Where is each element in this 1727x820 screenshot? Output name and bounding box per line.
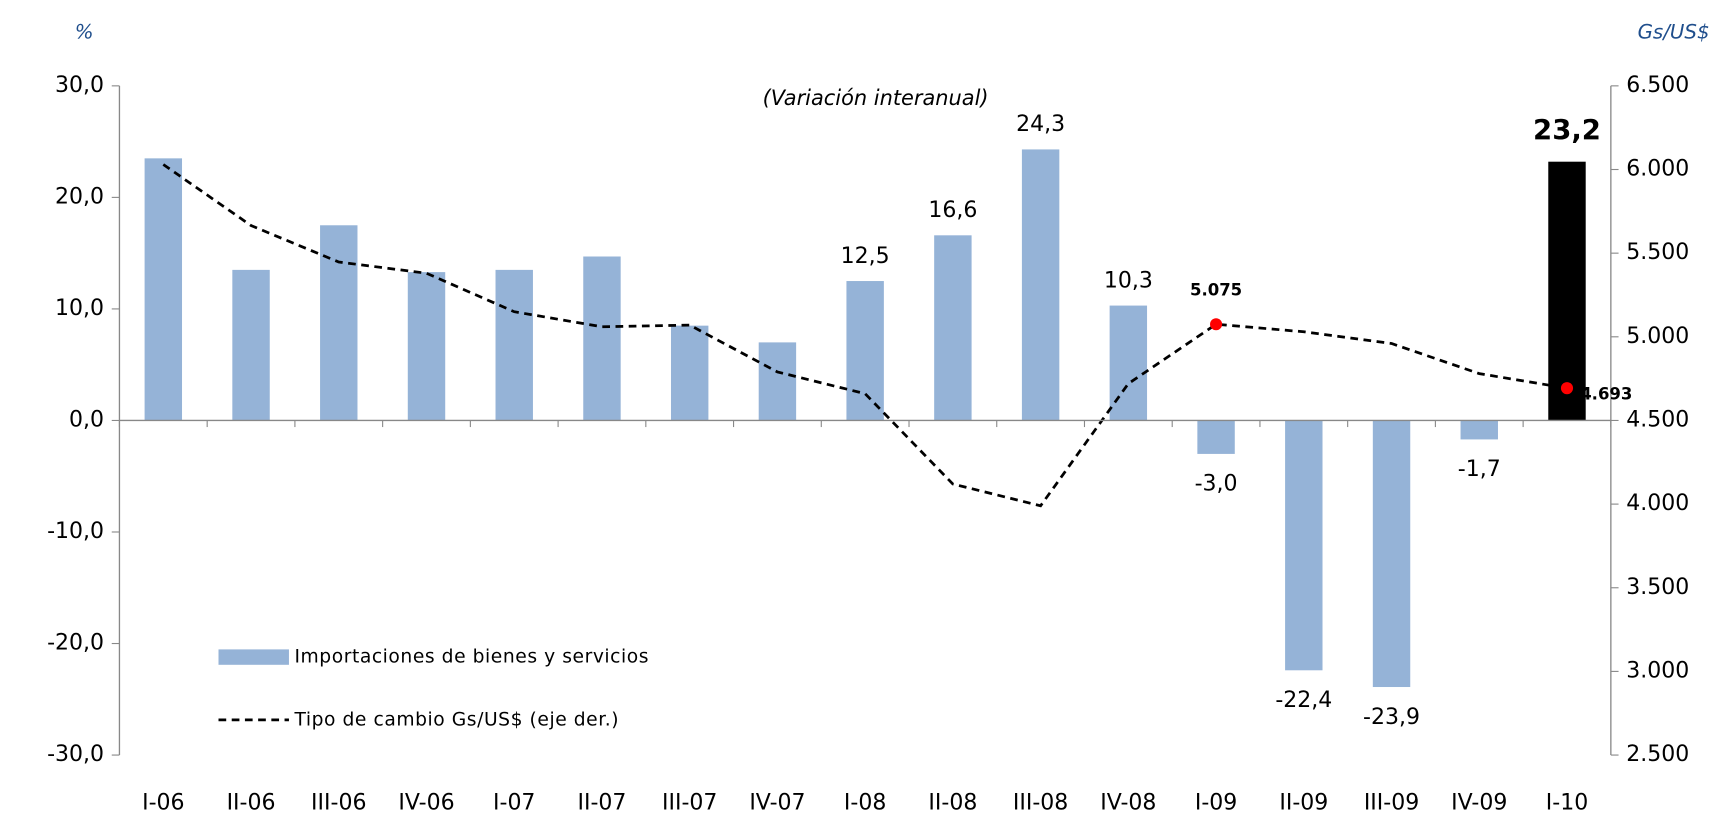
- data-label: -3,0: [1195, 472, 1238, 497]
- bar: [144, 158, 183, 421]
- y2-tick-label: 2.500: [1626, 742, 1689, 767]
- y-tick-label: -10,0: [47, 519, 104, 544]
- subtitle: (Variación interanual): [763, 86, 989, 110]
- bar: [1372, 420, 1411, 688]
- y2-axis-label: Gs/US$: [1638, 21, 1710, 44]
- data-label: -1,7: [1458, 457, 1501, 482]
- bar: [670, 325, 709, 421]
- y2-tick-label: 5.000: [1626, 324, 1689, 349]
- bar: [1021, 149, 1060, 421]
- x-tick-label: IV-08: [1100, 790, 1156, 815]
- x-tick-label: IV-09: [1451, 790, 1507, 815]
- x-tick-label: I-08: [844, 790, 886, 815]
- bar: [758, 342, 797, 421]
- x-tick-label: I-06: [142, 790, 184, 815]
- x-tick-label: IV-07: [749, 790, 805, 815]
- y-tick-label: 20,0: [55, 184, 104, 209]
- x-tick-label: III-08: [1013, 790, 1068, 815]
- bar: [407, 272, 446, 421]
- y-tick-label: 0,0: [69, 407, 104, 432]
- bar: [846, 281, 884, 421]
- bar: [495, 269, 533, 421]
- legend-label: Importaciones de bienes y servicios: [294, 647, 649, 668]
- bar: [1197, 420, 1235, 454]
- y2-tick-label: 6.500: [1626, 73, 1689, 98]
- x-tick-label: I-10: [1546, 790, 1588, 815]
- line-marker: [1210, 318, 1223, 331]
- data-label: -22,4: [1275, 688, 1332, 713]
- data-label: 12,5: [841, 244, 890, 269]
- x-tick-label: II-08: [928, 790, 977, 815]
- bar: [232, 269, 270, 421]
- y-tick-label: -20,0: [47, 631, 104, 656]
- line-marker: [1560, 382, 1574, 395]
- bar: [1548, 161, 1586, 421]
- y2-tick-label: 3.000: [1626, 658, 1689, 683]
- bar: [1460, 420, 1498, 440]
- y-tick-label: 30,0: [55, 73, 104, 98]
- x-tick-label: IV-06: [398, 790, 454, 815]
- x-tick-label: II-06: [227, 790, 276, 815]
- data-label: -23,9: [1363, 705, 1420, 730]
- bar: [1109, 305, 1148, 421]
- x-tick-label: I-09: [1195, 790, 1237, 815]
- x-tick-label: I-07: [493, 790, 535, 815]
- y2-tick-label: 6.000: [1626, 157, 1689, 182]
- legend-swatch: [218, 649, 289, 665]
- data-label: 23,2: [1533, 114, 1601, 146]
- bar: [1285, 420, 1323, 671]
- data-label: 5.075: [1190, 281, 1242, 300]
- x-tick-label: III-09: [1364, 790, 1419, 815]
- data-label: 4.693: [1580, 384, 1632, 403]
- x-tick-label: III-06: [311, 790, 366, 815]
- bar: [583, 256, 621, 421]
- y-axis-label: %: [75, 21, 94, 44]
- y2-tick-label: 4.500: [1626, 407, 1689, 432]
- legend-label: Tipo de cambio Gs/US$ (eje der.): [293, 709, 619, 730]
- y2-tick-label: 4.000: [1626, 491, 1689, 516]
- data-label: 16,6: [928, 198, 977, 223]
- bar: [934, 235, 972, 421]
- x-tick-label: II-09: [1279, 790, 1328, 815]
- data-label: 24,3: [1016, 112, 1065, 137]
- y2-tick-label: 3.500: [1626, 575, 1689, 600]
- x-tick-label: II-07: [578, 790, 627, 815]
- data-label: 10,3: [1104, 268, 1153, 293]
- y2-tick-label: 5.500: [1626, 240, 1689, 265]
- bar: [320, 225, 358, 421]
- y-tick-label: -30,0: [47, 742, 104, 767]
- y-tick-label: 10,0: [55, 296, 104, 321]
- x-tick-label: III-07: [662, 790, 717, 815]
